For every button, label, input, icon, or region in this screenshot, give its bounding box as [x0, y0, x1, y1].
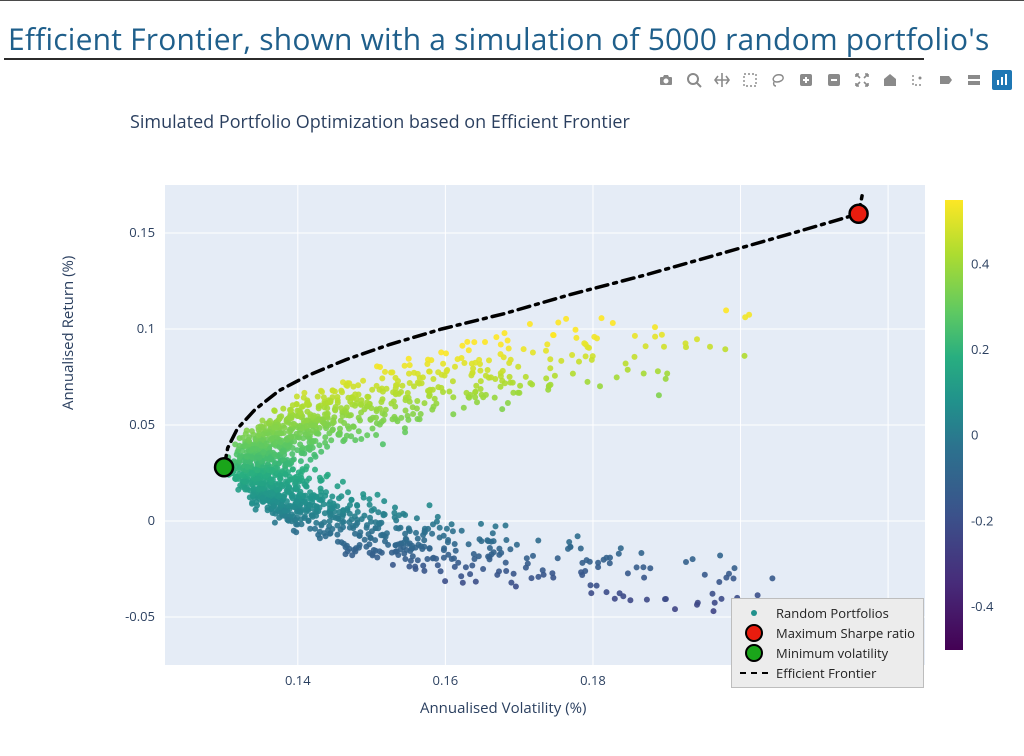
autoscale-icon[interactable]	[852, 70, 872, 90]
svg-text:0: 0	[148, 511, 155, 529]
legend-swatch-random	[751, 610, 757, 616]
max-sharpe-marker	[850, 205, 868, 223]
svg-text:0.18: 0.18	[580, 671, 606, 689]
legend-label: Maximum Sharpe ratio	[776, 624, 915, 642]
chart-container: Simulated Portfolio Optimization based o…	[70, 150, 1010, 710]
legend-swatch-minvol	[745, 644, 763, 662]
hover-closest-icon[interactable]	[936, 70, 956, 90]
page-root: Efficient Frontier, shown with a simulat…	[0, 0, 1024, 756]
svg-text:0.05: 0.05	[129, 415, 155, 433]
chart-toolbar	[656, 70, 1012, 90]
zoom-in-icon[interactable]	[796, 70, 816, 90]
title-underline	[4, 58, 924, 60]
legend-box: Random Portfolios Maximum Sharpe ratio M…	[731, 598, 924, 688]
svg-text:0: 0	[971, 426, 978, 444]
page-title: Efficient Frontier, shown with a simulat…	[8, 18, 990, 59]
colorbar-tick-labels: -0.4 -0.2 0 0.2 0.4	[971, 254, 994, 615]
svg-text:0.2: 0.2	[971, 340, 989, 358]
legend-item-minvol: Minimum volatility	[740, 643, 915, 663]
zoom-icon[interactable]	[684, 70, 704, 90]
legend-label: Minimum volatility	[776, 644, 888, 662]
y-tick-labels: -0.05 0 0.05 0.1 0.15	[125, 223, 155, 625]
hover-compare-icon[interactable]	[964, 70, 984, 90]
svg-text:0.4: 0.4	[971, 254, 990, 272]
home-icon[interactable]	[880, 70, 900, 90]
legend-item-frontier: Efficient Frontier	[740, 663, 915, 683]
svg-text:0.15: 0.15	[129, 223, 155, 241]
min-volatility-marker	[215, 458, 233, 476]
top-rule	[0, 0, 1024, 1]
box-select-icon[interactable]	[740, 70, 760, 90]
legend-item-random: Random Portfolios	[740, 603, 915, 623]
svg-text:-0.2: -0.2	[971, 511, 993, 529]
legend-item-maxsharpe: Maximum Sharpe ratio	[740, 623, 915, 643]
camera-icon[interactable]	[656, 70, 676, 90]
legend-swatch-maxsharpe	[745, 624, 763, 642]
lasso-icon[interactable]	[768, 70, 788, 90]
svg-text:-0.4: -0.4	[971, 597, 994, 615]
svg-text:-0.05: -0.05	[125, 607, 155, 625]
chart-title: Simulated Portfolio Optimization based o…	[130, 110, 630, 134]
colorbar	[945, 200, 963, 650]
zoom-out-icon[interactable]	[824, 70, 844, 90]
legend-swatch-frontier	[740, 672, 768, 674]
legend-label: Random Portfolios	[776, 604, 889, 622]
legend-label: Efficient Frontier	[776, 664, 876, 682]
pan-icon[interactable]	[712, 70, 732, 90]
toggle-spikelines-icon[interactable]	[908, 70, 928, 90]
plotly-logo-icon[interactable]	[992, 70, 1012, 90]
svg-text:0.16: 0.16	[433, 671, 459, 689]
svg-text:0.14: 0.14	[285, 671, 311, 689]
svg-text:0.1: 0.1	[137, 319, 155, 337]
